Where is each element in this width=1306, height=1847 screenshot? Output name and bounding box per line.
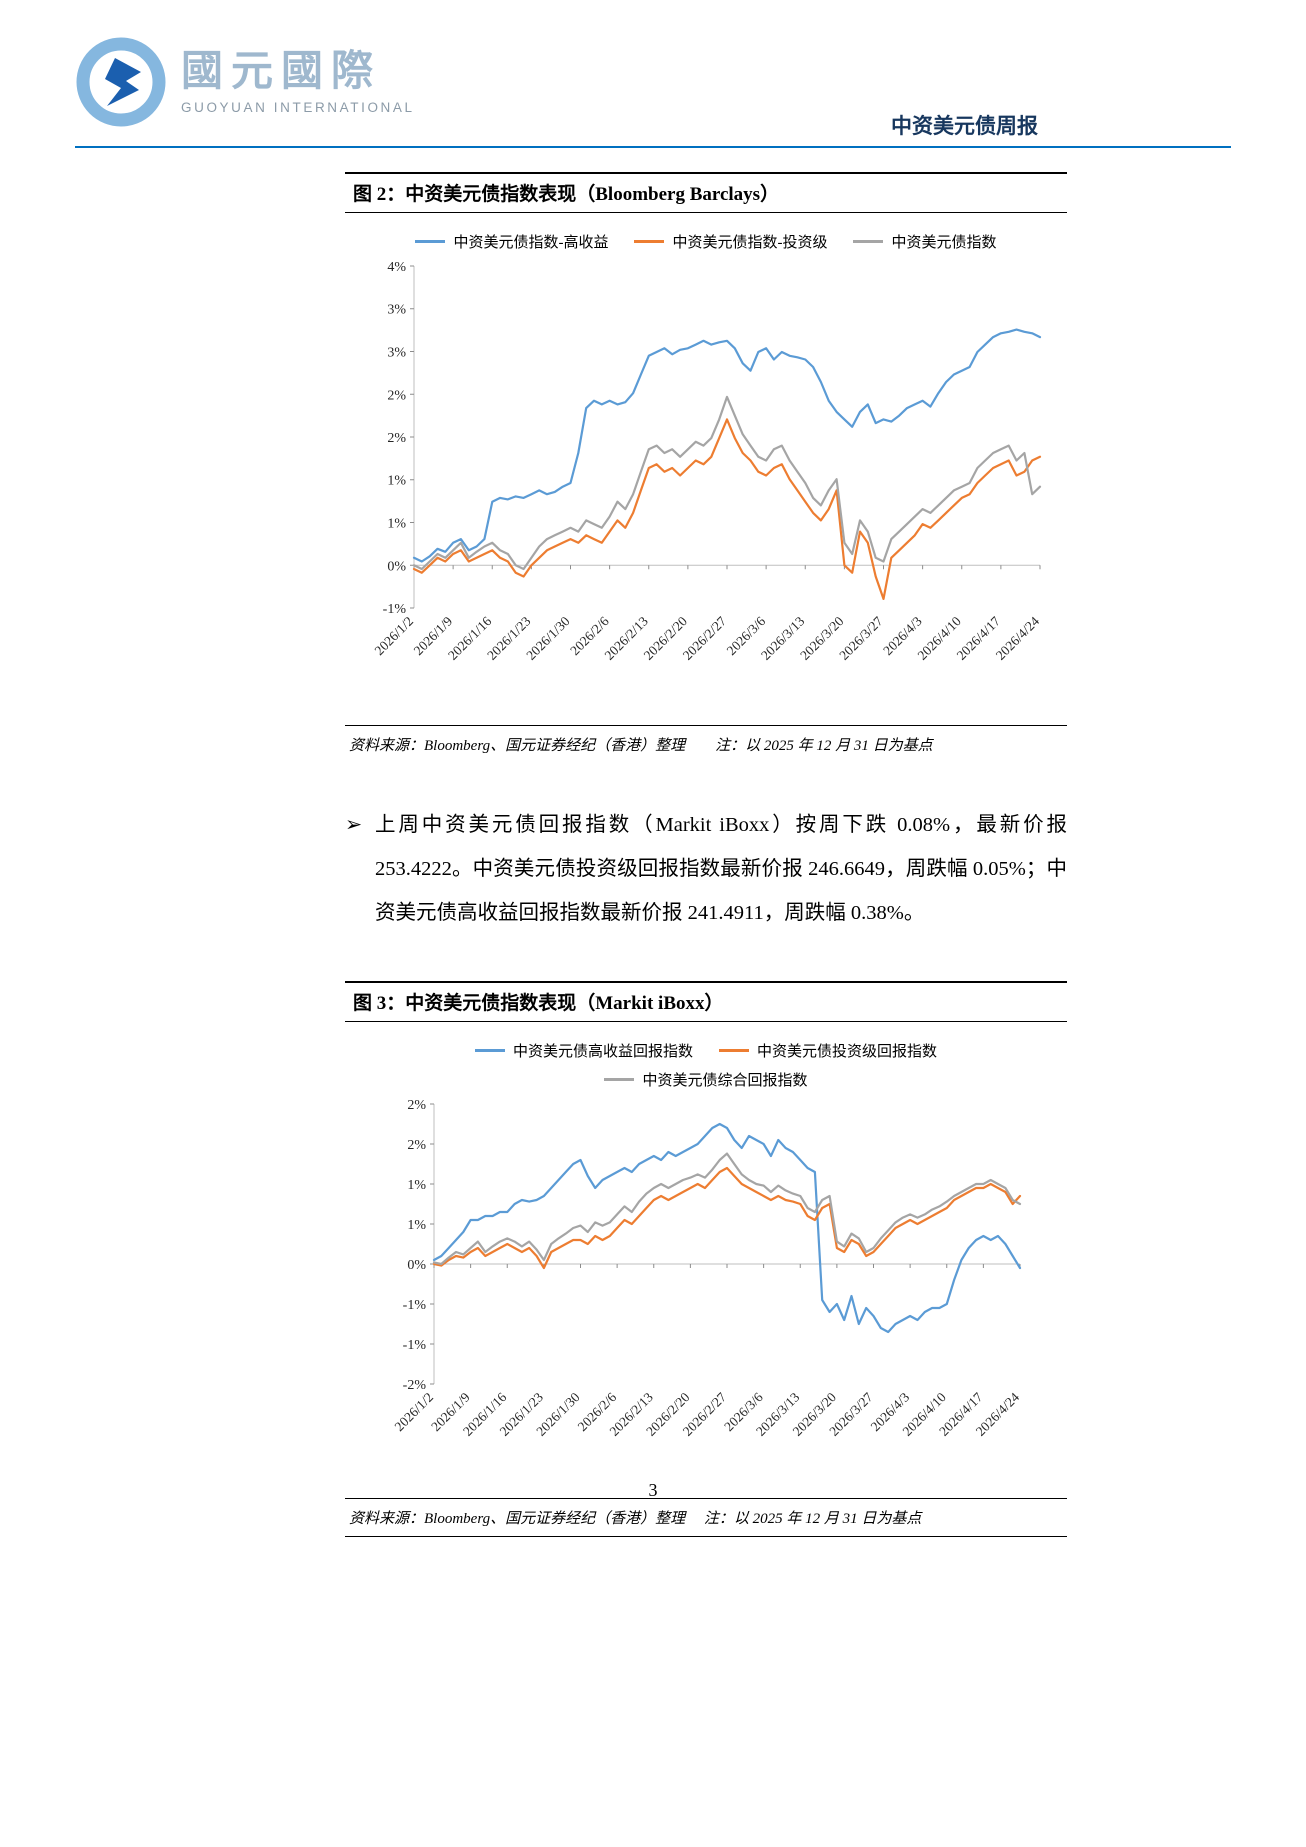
commentary-paragraph: ➢ 上周中资美元债回报指数（Markit iBoxx）按周下跌 0.08%，最新… [345, 803, 1067, 935]
figure-3-top-rule [345, 1498, 1067, 1500]
svg-text:2026/4/24: 2026/4/24 [993, 613, 1042, 662]
chart-bloomberg-barclays: 中资美元债指数-高收益 中资美元债指数-投资级 中资美元债指数 4% 3% 3% 2% 2% 1… [345, 213, 1067, 723]
header-rule [75, 146, 1231, 148]
svg-text:-1%: -1% [383, 602, 407, 617]
legend-label: 中资美元债投资级回报指数 [757, 1044, 938, 1061]
logo-text-en: GUOYUAN INTERNATIONAL [181, 99, 415, 115]
guoyuan-logo-icon [76, 37, 166, 127]
svg-text:0%: 0% [407, 1258, 426, 1273]
figure-3-source-note: 资料来源：Bloomberg、国元证券经纪（香港）整理 注：以 2025 年 1… [349, 1511, 922, 1528]
chart-svg: 4%3%3%2%2%1%1%0%-1%2026/1/22026/1/92026/… [372, 260, 1043, 663]
brand-block: 國元國際 GUOYUAN INTERNATIONAL [75, 36, 415, 128]
svg-text:2%: 2% [387, 431, 406, 446]
legend-line-swatch [719, 1049, 749, 1053]
chart-legend: 中资美元债指数-高收益 中资美元债指数-投资级 中资美元债指数 [345, 231, 1067, 252]
svg-text:3%: 3% [387, 303, 406, 318]
figure-3-title: 图 3：中资美元债指数表现（Markit iBoxx） [345, 981, 1067, 1023]
chart-markit-iboxx: 中资美元债高收益回报指数 中资美元债投资级回报指数中资美元债综合回报指数 2% 2% 1… [345, 1022, 1067, 1496]
chart-legend: 中资美元债高收益回报指数 中资美元债投资级回报指数中资美元债综合回报指数 [436, 1040, 976, 1090]
legend-label: 中资美元债指数-投资级 [672, 235, 828, 251]
legend-item: 中资美元债指数 [853, 231, 997, 252]
svg-text:1%: 1% [387, 517, 406, 532]
figure-3-bottom-rule [345, 1536, 1067, 1538]
legend-line-swatch [853, 240, 884, 243]
series-line-1 [412, 418, 1042, 600]
svg-text:1%: 1% [407, 1178, 426, 1193]
legend-label: 中资美元债指数 [891, 235, 997, 251]
figure-2-source-note: 资料来源：Bloomberg、国元证券经纪（香港）整理 注：以 2025 年 1… [349, 738, 933, 754]
bullet-arrow-icon: ➢ [345, 814, 363, 836]
figure-3: 图 3：中资美元债指数表现（Markit iBoxx） 中资美元债高收益回报指数… [345, 981, 1067, 1538]
legend-label: 中资美元债指数-高收益 [453, 235, 609, 251]
legend-line-swatch [415, 240, 446, 243]
svg-text:2026/2/27: 2026/2/27 [680, 613, 729, 662]
svg-text:2%: 2% [407, 1138, 426, 1153]
legend-item: 中资美元债指数-高收益 [415, 231, 608, 252]
series-line-2 [432, 1152, 1022, 1266]
svg-text:2026/1/30: 2026/1/30 [523, 613, 572, 662]
svg-text:2%: 2% [387, 388, 406, 403]
commentary-text: 上周中资美元债回报指数（Markit iBoxx）按周下跌 0.08%，最新价报… [375, 814, 1067, 925]
legend-label: 中资美元债高收益回报指数 [512, 1044, 693, 1061]
svg-text:0%: 0% [387, 559, 406, 574]
legend-item: 中资美元债高收益回报指数 [474, 1040, 693, 1061]
series-line-0 [432, 1123, 1022, 1334]
chart-svg: 2%2%1%1%0%-1%-1%-2%2026/1/22026/1/92026/… [392, 1098, 1023, 1439]
svg-text:2026/3/27: 2026/3/27 [836, 613, 885, 662]
figure-2-title: 图 2：中资美元债指数表现（Bloomberg Barclays） [345, 172, 1067, 213]
legend-item: 中资美元债综合回报指数 [604, 1069, 808, 1090]
figure-2: 图 2：中资美元债指数表现（Bloomberg Barclays） 中资美元债指… [345, 172, 1067, 761]
figure-2-bottom-rule [345, 725, 1067, 726]
report-type-label: 中资美元债周报 [891, 114, 1038, 138]
legend-line-swatch [474, 1049, 505, 1053]
svg-text:2%: 2% [407, 1098, 426, 1113]
series-line-0 [412, 328, 1042, 563]
page-number: 3 [648, 1480, 658, 1500]
legend-line-swatch [634, 240, 665, 243]
svg-text:4%: 4% [387, 260, 406, 275]
legend-line-swatch [604, 1078, 635, 1082]
series-line-2 [412, 395, 1042, 571]
svg-text:-2%: -2% [403, 1378, 427, 1393]
logo-text-cn: 國元國際 [181, 49, 382, 96]
svg-text:-1%: -1% [403, 1338, 427, 1353]
content-column: 图 2：中资美元债指数表现（Bloomberg Barclays） 中资美元债指… [345, 172, 1067, 1538]
svg-text:1%: 1% [387, 474, 406, 489]
svg-text:1%: 1% [407, 1218, 426, 1233]
svg-text:2026/1/2: 2026/1/2 [372, 614, 417, 659]
svg-text:3%: 3% [387, 346, 406, 361]
legend-item: 中资美元债指数-投资级 [634, 231, 827, 252]
legend-label: 中资美元债综合回报指数 [642, 1073, 808, 1090]
svg-text:-1%: -1% [403, 1298, 427, 1313]
series-line-1 [432, 1167, 1022, 1270]
legend-item: 中资美元债投资级回报指数 [719, 1040, 937, 1061]
svg-text:2026/1/2: 2026/1/2 [392, 1390, 437, 1435]
